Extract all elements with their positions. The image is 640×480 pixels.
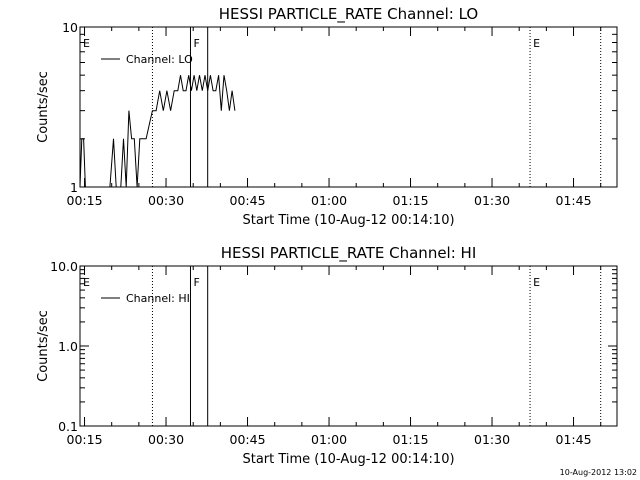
panel1-xlabel: Start Time (10-Aug-12 00:14:10): [242, 213, 454, 228]
panel1-ytick-label: 10: [62, 20, 78, 35]
panel2-marker-label: E: [83, 276, 90, 289]
panel2-xtick-label: 00:30: [148, 432, 184, 447]
panel1-title: HESSI PARTICLE_RATE Channel: LO: [219, 5, 478, 24]
panel2-frame: [79, 265, 618, 427]
panel2-ylabel: Counts/sec: [36, 310, 51, 382]
panel2-xtick-label: 00:15: [67, 432, 103, 447]
panel1-xtick-label: 01:00: [311, 193, 347, 208]
panel2-xtick-label: 01:00: [311, 432, 347, 447]
plot-timestamp: 10-Aug-2012 13:02: [560, 468, 637, 477]
panel2-xlabel: Start Time (10-Aug-12 00:14:10): [242, 452, 454, 467]
panel1-ylabel: Counts/sec: [36, 71, 51, 143]
panel1-xtick-label: 01:15: [393, 193, 429, 208]
panel1-xtick-label: 00:45: [230, 193, 266, 208]
panel1-xtick-label: 00:30: [148, 193, 184, 208]
panel2-ytick-label: 10.0: [50, 259, 78, 274]
panel1-marker-label: F: [193, 37, 199, 50]
panel1-series-line: [79, 75, 236, 188]
panel1-xtick-label: 01:45: [556, 193, 592, 208]
panel1-frame: [79, 26, 618, 188]
panel2-marker-label: E: [533, 276, 540, 289]
panel1-marker-label: E: [83, 37, 90, 50]
panel2-xtick-label: 01:45: [556, 432, 592, 447]
panel2-xtick-label: 00:45: [230, 432, 266, 447]
panel2-ytick-label: 1.0: [58, 339, 78, 354]
panel2-marker-label: F: [193, 276, 199, 289]
panel2-legend-label: Channel: HI: [126, 292, 190, 305]
panel1-ytick-label: 1: [70, 180, 78, 195]
panel1-xtick-label: 01:30: [474, 193, 510, 208]
panel2-xtick-label: 01:15: [393, 432, 429, 447]
panel2-xtick-label: 01:30: [474, 432, 510, 447]
panel2-title: HESSI PARTICLE_RATE Channel: HI: [221, 244, 477, 263]
panel1-legend-label: Channel: LO: [126, 53, 193, 66]
panel1-xtick-label: 00:15: [67, 193, 103, 208]
panel2-ytick-label: 0.1: [58, 419, 78, 434]
panel1-marker-label: E: [533, 37, 540, 50]
